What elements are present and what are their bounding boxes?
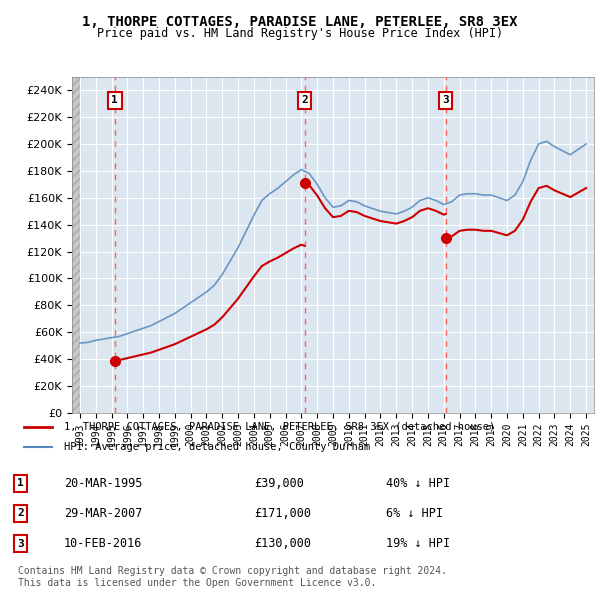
Text: HPI: Average price, detached house, County Durham: HPI: Average price, detached house, Coun…	[64, 442, 370, 451]
Text: 3: 3	[442, 95, 449, 105]
HPI: Average price, detached house, County Durham: (2.01e+03, 1.54e+05): Average price, detached house, County Du…	[337, 202, 344, 209]
Text: 19% ↓ HPI: 19% ↓ HPI	[386, 537, 451, 550]
Text: 3: 3	[17, 539, 24, 549]
Text: 1: 1	[112, 95, 118, 105]
HPI: Average price, detached house, County Durham: (2.02e+03, 2.02e+05): Average price, detached house, County Du…	[543, 137, 550, 145]
HPI: Average price, detached house, County Durham: (2.02e+03, 1.62e+05): Average price, detached house, County Du…	[511, 192, 518, 199]
Line: HPI: Average price, detached house, County Durham: HPI: Average price, detached house, Coun…	[80, 141, 586, 343]
Text: 1: 1	[17, 478, 24, 489]
HPI: Average price, detached house, County Durham: (2.02e+03, 1.92e+05): Average price, detached house, County Du…	[566, 151, 574, 158]
Text: 2: 2	[301, 95, 308, 105]
Text: £171,000: £171,000	[254, 507, 311, 520]
Text: 10-FEB-2016: 10-FEB-2016	[64, 537, 142, 550]
Text: Contains HM Land Registry data © Crown copyright and database right 2024.
This d: Contains HM Land Registry data © Crown c…	[18, 566, 446, 588]
Text: 6% ↓ HPI: 6% ↓ HPI	[386, 507, 443, 520]
Text: 40% ↓ HPI: 40% ↓ HPI	[386, 477, 451, 490]
HPI: Average price, detached house, County Durham: (1.99e+03, 5.2e+04): Average price, detached house, County Du…	[76, 339, 83, 346]
HPI: Average price, detached house, County Durham: (2e+03, 8.6e+04): Average price, detached house, County Du…	[195, 294, 202, 301]
Text: £39,000: £39,000	[254, 477, 304, 490]
Text: Price paid vs. HM Land Registry's House Price Index (HPI): Price paid vs. HM Land Registry's House …	[97, 27, 503, 40]
Text: 29-MAR-2007: 29-MAR-2007	[64, 507, 142, 520]
Bar	[72, 77, 80, 413]
Text: 20-MAR-1995: 20-MAR-1995	[64, 477, 142, 490]
HPI: Average price, detached house, County Durham: (2.02e+03, 2e+05): Average price, detached house, County Du…	[583, 140, 590, 148]
Text: 1, THORPE COTTAGES, PARADISE LANE, PETERLEE, SR8 3EX (detached house): 1, THORPE COTTAGES, PARADISE LANE, PETER…	[64, 422, 495, 432]
HPI: Average price, detached house, County Durham: (2.01e+03, 1.77e+05): Average price, detached house, County Du…	[290, 171, 297, 178]
Text: £130,000: £130,000	[254, 537, 311, 550]
Text: 1, THORPE COTTAGES, PARADISE LANE, PETERLEE, SR8 3EX: 1, THORPE COTTAGES, PARADISE LANE, PETER…	[82, 15, 518, 29]
Bar	[72, 77, 80, 413]
Text: 2: 2	[17, 509, 24, 519]
HPI: Average price, detached house, County Durham: (2e+03, 1.13e+05): Average price, detached house, County Du…	[227, 257, 234, 264]
